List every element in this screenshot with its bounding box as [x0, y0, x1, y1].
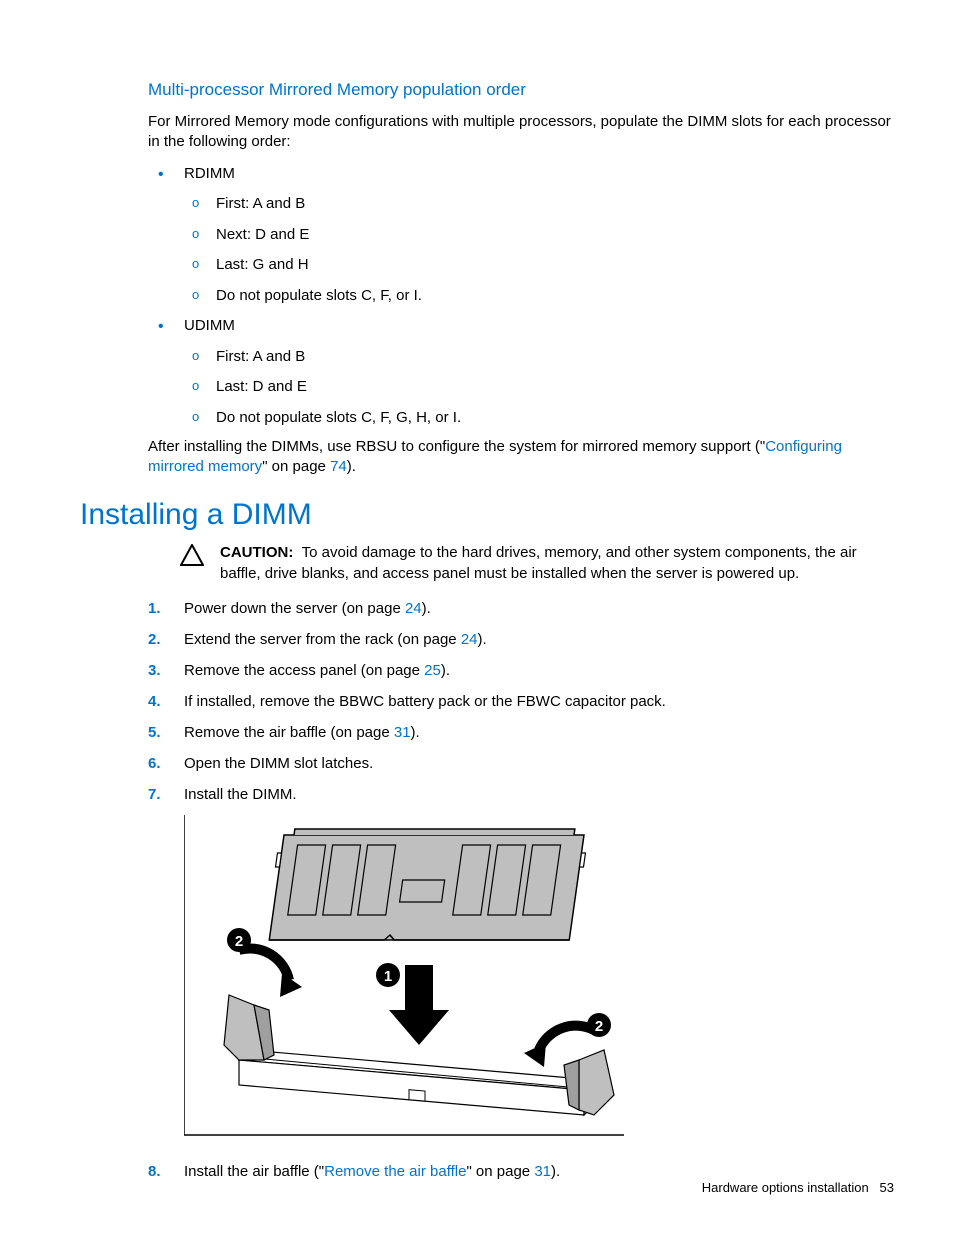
sub-list: First: A and B Next: D and E Last: G and… — [184, 193, 894, 307]
sub-list-item: First: A and B — [184, 193, 894, 216]
caution-text: CAUTION: To avoid damage to the hard dri… — [220, 542, 894, 584]
group-label: RDIMM — [184, 165, 235, 182]
text: ). — [411, 724, 420, 741]
text: Extend the server from the rack (on page — [184, 631, 461, 648]
sub-list-item: First: A and B — [184, 346, 894, 369]
sub-list-item: Last: D and E — [184, 376, 894, 399]
step-number: 6. — [148, 753, 161, 774]
text: ). — [551, 1163, 560, 1180]
step-item: 8. Install the air baffle ("Remove the ai… — [148, 1161, 894, 1182]
step-item: 2. Extend the server from the rack (on pa… — [148, 629, 894, 650]
intro-paragraph: For Mirrored Memory mode configurations … — [148, 112, 894, 153]
page-ref[interactable]: 25 — [424, 662, 441, 679]
caution-icon — [180, 544, 204, 566]
text: " on page — [262, 458, 330, 475]
step-number: 5. — [148, 722, 161, 743]
step-number: 8. — [148, 1161, 161, 1182]
svg-text:1: 1 — [384, 968, 392, 985]
step-number: 3. — [148, 660, 161, 681]
page-ref[interactable]: 31 — [534, 1163, 551, 1180]
text: Power down the server (on page — [184, 600, 405, 617]
population-order-list: RDIMM First: A and B Next: D and E Last:… — [148, 163, 894, 430]
caution-label: CAUTION: — [220, 544, 293, 561]
page-ref[interactable]: 24 — [461, 631, 478, 648]
sub-list-item: Do not populate slots C, F, or I. — [184, 285, 894, 308]
step-number: 4. — [148, 691, 161, 712]
step-item: 4. If installed, remove the BBWC battery … — [148, 691, 894, 712]
text: If installed, remove the BBWC battery pa… — [184, 693, 666, 710]
subsection-heading: Multi-processor Mirrored Memory populati… — [148, 80, 894, 100]
sub-list: First: A and B Last: D and E Do not popu… — [184, 346, 894, 430]
sub-list-item: Do not populate slots C, F, G, H, or I. — [184, 407, 894, 430]
step-number: 2. — [148, 629, 161, 650]
sub-list-item: Last: G and H — [184, 254, 894, 277]
after-paragraph: After installing the DIMMs, use RBSU to … — [148, 437, 894, 478]
page-footer: Hardware options installation 53 — [702, 1180, 894, 1195]
text: " on page — [466, 1163, 534, 1180]
text: ). — [347, 458, 356, 475]
text: Install the DIMM. — [184, 786, 297, 803]
footer-text: Hardware options installation — [702, 1180, 869, 1195]
page-ref[interactable]: 31 — [394, 724, 411, 741]
step-item: 5. Remove the air baffle (on page 31). — [148, 722, 894, 743]
dimm-install-diagram: 1 2 2 — [184, 815, 894, 1149]
step-item: 7. Install the DIMM. — [148, 784, 894, 805]
caution-body: To avoid damage to the hard drives, memo… — [220, 544, 857, 582]
text: ). — [422, 600, 431, 617]
page-ref[interactable]: 74 — [330, 458, 347, 475]
step-number: 7. — [148, 784, 161, 805]
text: After installing the DIMMs, use RBSU to … — [148, 438, 765, 455]
step-item: 3. Remove the access panel (on page 25). — [148, 660, 894, 681]
page-ref[interactable]: 24 — [405, 600, 422, 617]
svg-text:2: 2 — [595, 1018, 603, 1035]
page-number: 53 — [880, 1180, 894, 1195]
list-item: UDIMM First: A and B Last: D and E Do no… — [148, 315, 894, 429]
group-label: UDIMM — [184, 317, 235, 334]
link-remove-air-baffle[interactable]: Remove the air baffle — [324, 1163, 466, 1180]
text: Open the DIMM slot latches. — [184, 755, 373, 772]
text: Remove the air baffle (on page — [184, 724, 394, 741]
caution-block: CAUTION: To avoid damage to the hard dri… — [180, 542, 894, 584]
step-number: 1. — [148, 598, 161, 619]
step-item: 1. Power down the server (on page 24). — [148, 598, 894, 619]
text: Install the air baffle (" — [184, 1163, 324, 1180]
text: ). — [441, 662, 450, 679]
section-heading: Installing a DIMM — [80, 498, 894, 532]
sub-list-item: Next: D and E — [184, 224, 894, 247]
list-item: RDIMM First: A and B Next: D and E Last:… — [148, 163, 894, 308]
text: ). — [478, 631, 487, 648]
text: Remove the access panel (on page — [184, 662, 424, 679]
step-item: 6. Open the DIMM slot latches. — [148, 753, 894, 774]
steps-list-cont: 8. Install the air baffle ("Remove the ai… — [148, 1161, 894, 1182]
svg-text:2: 2 — [235, 933, 243, 950]
steps-list: 1. Power down the server (on page 24). 2.… — [148, 598, 894, 805]
